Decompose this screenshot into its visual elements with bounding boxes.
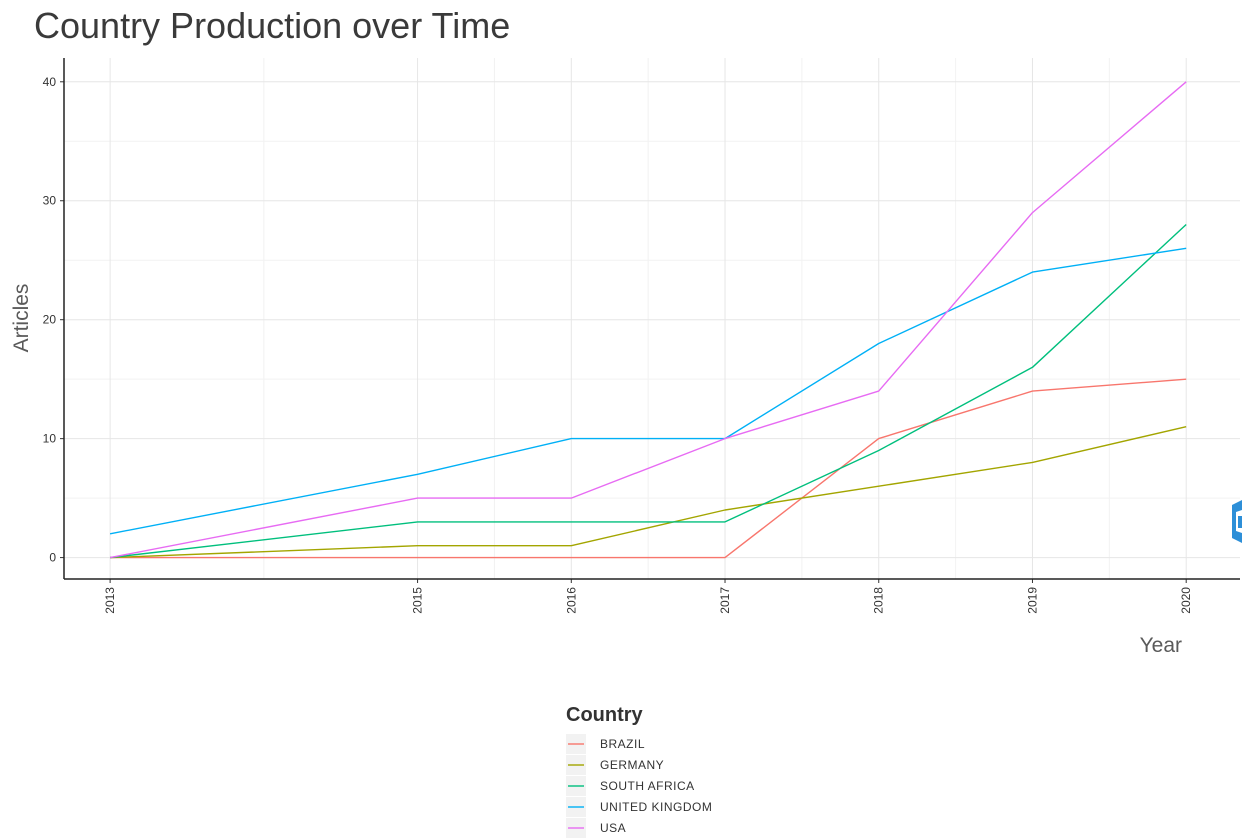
legend-item-united-kingdom: UNITED KINGDOM [566,797,712,817]
chart-title: Country Production over Time [34,5,510,46]
x-tick-label: 2016 [564,587,578,614]
grid [64,58,1240,579]
x-tick-label: 2013 [103,587,117,614]
series-line-usa [109,81,1187,559]
legend-label: USA [600,821,626,835]
y-tick-label: 40 [43,75,57,89]
legend-label: BRAZIL [600,737,645,751]
series-line-germany [110,426,1187,559]
x-tick-label: 2015 [411,587,425,614]
series-line-brazil [110,378,1187,559]
x-tick-label: 2019 [1025,587,1039,614]
legend-label: GERMANY [600,758,664,772]
shield-icon[interactable] [1232,500,1242,543]
y-tick-label: 10 [43,432,57,446]
y-tick-label: 30 [43,194,57,208]
series-line-south-africa [110,223,1187,559]
x-tick-label: 2018 [872,587,886,614]
legend: Country BRAZIL GERMANY SOUTH AFRICA UNITED … [566,704,712,838]
axes [60,58,1240,583]
legend-item-usa: USA [566,818,626,838]
legend-items: BRAZIL GERMANY SOUTH AFRICA UNITED KINGDOM U… [566,734,712,838]
y-tick-label: 0 [49,551,56,565]
x-axis-label: Year [1140,634,1182,657]
x-tick-label: 2020 [1179,587,1193,614]
legend-item-south-africa: SOUTH AFRICA [566,776,695,796]
legend-label: SOUTH AFRICA [600,779,695,793]
y-axis-label: Articles [10,284,33,353]
x-tick-label: 2017 [718,587,732,614]
tick-labels: 0 10 20 30 40 2013 2015 2016 2017 2018 2019 2020 [43,75,1194,614]
legend-title: Country [566,704,644,726]
legend-item-germany: GERMANY [566,755,664,775]
series-lines [109,81,1187,559]
legend-label: UNITED KINGDOM [600,800,712,814]
y-tick-label: 20 [43,313,57,327]
legend-item-brazil: BRAZIL [566,734,645,754]
